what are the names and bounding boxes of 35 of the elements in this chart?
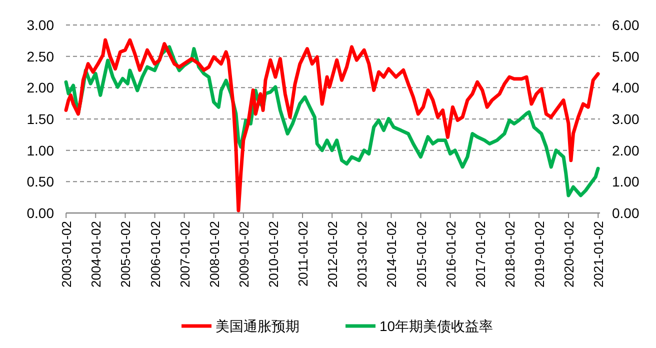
x-tick-label: 2008-01-02 [206,221,222,288]
y2-tick-label: 0.00 [612,205,640,221]
x-tick-label: 2021-01-02 [591,221,606,288]
x-tick-label: 2016-01-02 [443,221,458,288]
y-tick-label: 2.00 [26,80,54,96]
legend-label: 美国通胀预期 [216,318,300,334]
legend-label: 10年期美债收益率 [380,318,494,334]
y-tick-label: 3.00 [26,17,54,33]
y-tick-label: 0.00 [26,205,54,221]
x-tick-label: 2013-01-02 [354,221,370,288]
x-tick-label: 2018-01-02 [502,221,518,288]
x-tick-label: 2003-01-02 [59,221,74,288]
y-tick-label: 1.00 [26,142,54,158]
x-tick-label: 2004-01-02 [88,221,104,288]
x-tick-label: 2010-01-02 [266,221,281,288]
x-tick-label: 2020-01-02 [562,221,577,288]
y2-tick-label: 6.00 [612,17,640,33]
x-tick-label: 2009-01-02 [236,221,252,288]
y-tick-label: 2.50 [26,48,54,64]
x-tick-label: 2007-01-02 [177,221,192,288]
x-tick-label: 2019-01-02 [532,221,547,288]
y2-tick-label: 4.00 [612,80,640,96]
x-tick-label: 2011-01-02 [296,221,311,287]
x-tick-label: 2017-01-02 [472,221,488,288]
y2-tick-label: 2.00 [612,142,640,158]
x-tick-label: 2005-01-02 [118,221,134,288]
y2-tick-label: 5.00 [612,48,640,64]
y-tick-label: 1.50 [26,111,54,127]
x-tick-label: 2012-01-02 [325,221,340,288]
y-tick-label: 0.50 [26,174,54,190]
y2-tick-label: 1.00 [612,174,640,190]
x-tick-label: 2015-01-02 [414,221,429,288]
x-tick-label: 2006-01-02 [148,221,163,288]
x-tick-label: 2014-01-02 [384,221,400,288]
y2-tick-label: 3.00 [612,111,640,127]
